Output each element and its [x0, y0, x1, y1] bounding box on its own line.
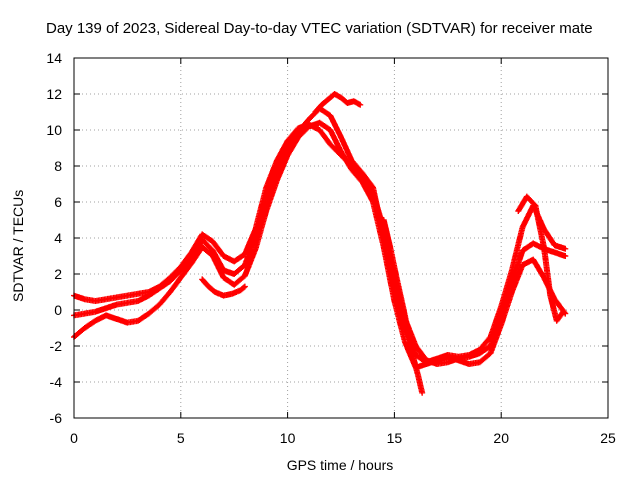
- tick-layer: 0 5 10 15 20 25 -6 -4 -2 0 2 4 6 8 10 12 14: [46, 50, 616, 446]
- y-tick-label: 4: [54, 230, 62, 246]
- y-tick-label: 6: [54, 194, 62, 210]
- x-tick-label: 25: [600, 430, 616, 446]
- y-tick-label: 2: [54, 266, 62, 282]
- y-tick-label: 8: [54, 158, 62, 174]
- data-series-2: [71, 105, 569, 366]
- y-tick-label: 10: [46, 122, 62, 138]
- x-tick-label: 0: [70, 430, 78, 446]
- y-axis-label: SDTVAR / TECUs: [10, 189, 26, 302]
- data-series-6: [380, 217, 426, 396]
- data-points-plus-markers: [515, 193, 567, 324]
- data-points-plus-markers: [312, 91, 364, 115]
- data-points-plus-markers: [71, 105, 569, 366]
- data-layer: [71, 91, 569, 396]
- y-tick-label: -4: [50, 374, 63, 390]
- y-tick-label: -6: [50, 410, 63, 426]
- chart-title: Day 139 of 2023, Sidereal Day-to-day VTE…: [46, 20, 593, 37]
- data-points-plus-markers: [199, 276, 248, 299]
- grid-layer: [74, 58, 608, 418]
- x-axis-label: GPS time / hours: [286, 457, 394, 473]
- data-series-5: [312, 91, 364, 115]
- y-tick-label: 14: [46, 50, 62, 66]
- data-series-4: [199, 276, 248, 299]
- data-series-7: [515, 193, 567, 324]
- x-tick-label: 15: [387, 430, 403, 446]
- y-tick-label: 0: [54, 302, 62, 318]
- x-tick-label: 20: [493, 430, 509, 446]
- x-tick-label: 10: [280, 430, 296, 446]
- data-points-plus-markers: [380, 217, 426, 396]
- x-tick-label: 5: [177, 430, 185, 446]
- y-tick-label: 12: [46, 86, 62, 102]
- y-tick-label: -2: [50, 338, 63, 354]
